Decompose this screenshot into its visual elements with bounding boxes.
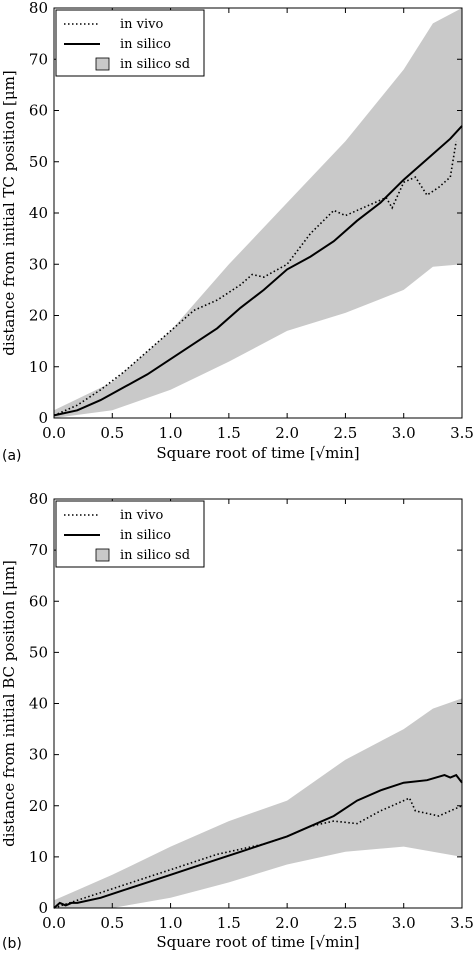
y-tick-label: 10 [29,848,48,866]
legend-swatch-band [95,548,110,562]
series-line-in-vivo [53,797,463,909]
legend-label: in silico [120,528,171,543]
y-tick-label: 10 [29,358,48,376]
series-line-in-silico [53,125,463,417]
panel-label: (a) [2,448,22,464]
y-tick-label: 30 [29,255,48,273]
y-tick-label: 0 [38,899,48,917]
x-tick-label: 3.5 [450,424,474,442]
y-axis-label: distance from initial BC position [μm] [0,560,18,847]
y-tick-label: 80 [29,490,48,508]
x-tick-label: 2.5 [333,424,357,442]
y-axis-label: distance from initial TC position [μm] [0,70,18,355]
y-tick-label: 0 [38,409,48,427]
x-tick-label: 0.0 [42,424,66,442]
x-axis-label: Square root of time [√min] [156,933,359,951]
x-tick-label: 3.5 [450,914,474,932]
y-tick-label: 50 [29,643,48,661]
x-tick-label: 0.5 [100,914,124,932]
y-tick-label: 40 [29,695,48,713]
sd-band [54,698,462,908]
x-tick-label: 1.0 [159,914,183,932]
x-tick-label: 2.0 [275,914,299,932]
x-tick-label: 3.0 [392,424,416,442]
y-tick-label: 60 [29,102,48,120]
y-tick-label: 20 [29,797,48,815]
x-axis-label: Square root of time [√min] [156,444,359,462]
y-tick-label: 80 [29,0,48,17]
x-tick-label: 1.5 [217,914,241,932]
x-tick-label: 1.0 [159,424,183,442]
legend-label: in vivo [120,17,164,32]
sd-band [54,8,462,418]
x-tick-label: 2.0 [275,424,299,442]
y-tick-label: 30 [29,746,48,764]
x-tick-label: 2.5 [333,914,357,932]
x-tick-label: 3.0 [392,914,416,932]
y-tick-label: 50 [29,153,48,171]
legend-label: in silico [120,37,171,52]
y-tick-label: 40 [29,204,48,222]
series-line-in-silico [53,773,463,909]
legend-label: in vivo [120,508,164,523]
legend-label: in silico sd [120,57,190,72]
y-tick-label: 70 [29,541,48,559]
chart-panel-b: 0.0 0.5 1.0 1.5 2.0 2.5 3.0 3.5 0 10 20 30 40 50 60 70 8… [0,490,474,952]
legend-label: in silico sd [120,548,190,563]
x-tick-label: 1.5 [217,424,241,442]
y-tick-label: 70 [29,50,48,68]
chart-panel-a: 0.0 0.5 1.0 1.5 2.0 2.5 3.0 3.5 0 10 20 30 40 50 60 70 8… [0,0,474,464]
x-tick-label: 0.5 [100,424,124,442]
y-tick-label: 20 [29,307,48,325]
series-line-in-vivo [53,141,457,417]
legend-swatch-band [95,57,110,71]
y-tick-label: 60 [29,592,48,610]
panel-label: (b) [2,936,22,952]
x-tick-label: 0.0 [42,914,66,932]
